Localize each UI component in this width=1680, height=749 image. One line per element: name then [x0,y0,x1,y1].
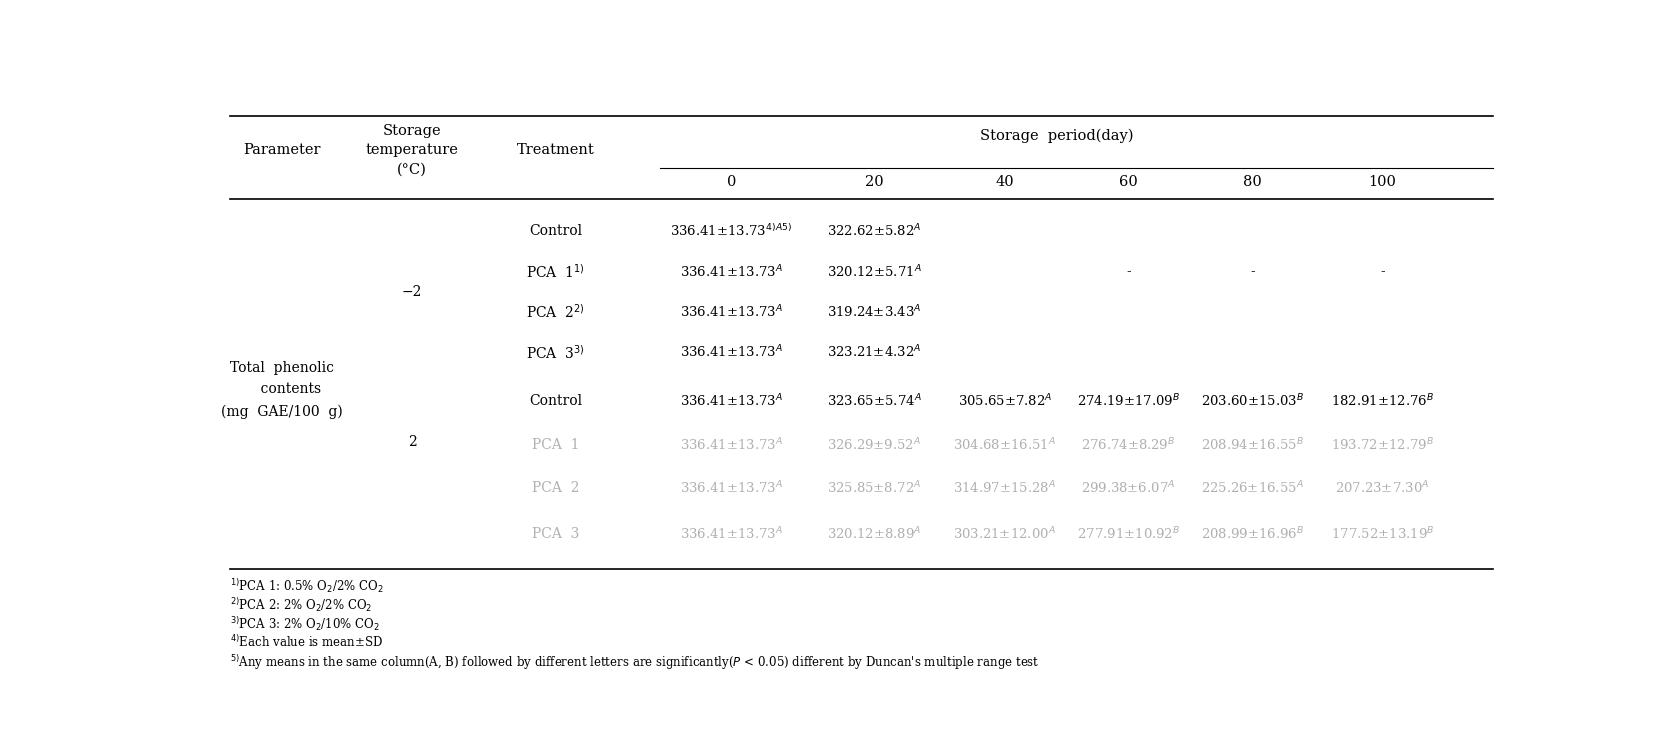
Text: −2: −2 [402,285,422,299]
Text: 314.97±15.28$^{A}$: 314.97±15.28$^{A}$ [953,479,1055,496]
Text: Total  phenolic
    contents
(mg  GAE/100  g): Total phenolic contents (mg GAE/100 g) [220,361,343,419]
Text: -: - [1379,265,1384,278]
Text: 336.41±13.73$^{A}$: 336.41±13.73$^{A}$ [679,479,783,496]
Text: 225.26±16.55$^{A}$: 225.26±16.55$^{A}$ [1200,479,1304,496]
Text: 336.41±13.73$^{A}$: 336.41±13.73$^{A}$ [679,436,783,453]
Text: Control: Control [529,394,581,408]
Text: 100: 100 [1368,175,1396,189]
Text: -: - [1126,265,1131,278]
Text: 336.41±13.73$^{A}$: 336.41±13.73$^{A}$ [679,526,783,542]
Text: 323.65±5.74$^{A}$: 323.65±5.74$^{A}$ [827,393,921,410]
Text: PCA  1: PCA 1 [531,437,580,452]
Text: 177.52±13.19$^{B}$: 177.52±13.19$^{B}$ [1331,526,1433,542]
Text: 336.41±13.73$^{A}$: 336.41±13.73$^{A}$ [679,263,783,280]
Text: 40: 40 [995,175,1013,189]
Text: 80: 80 [1242,175,1262,189]
Text: 336.41±13.73$^{A}$: 336.41±13.73$^{A}$ [679,393,783,410]
Text: 319.24±3.43$^{A}$: 319.24±3.43$^{A}$ [827,303,921,321]
Text: 203.60±15.03$^{B}$: 203.60±15.03$^{B}$ [1200,393,1304,410]
Text: 304.68±16.51$^{A}$: 304.68±16.51$^{A}$ [953,436,1055,453]
Text: $^{3)}$PCA 3: 2% O$_2$/10% CO$_2$: $^{3)}$PCA 3: 2% O$_2$/10% CO$_2$ [230,615,380,634]
Text: 207.23±7.30$^{A}$: 207.23±7.30$^{A}$ [1334,479,1430,496]
Text: Treatment: Treatment [516,144,595,157]
Text: Storage  period(day): Storage period(day) [979,129,1132,143]
Text: 276.74±8.29$^{B}$: 276.74±8.29$^{B}$ [1080,436,1174,453]
Text: 303.21±12.00$^{A}$: 303.21±12.00$^{A}$ [953,526,1055,542]
Text: 320.12±5.71$^{A}$: 320.12±5.71$^{A}$ [827,263,921,280]
Text: 208.94±16.55$^{B}$: 208.94±16.55$^{B}$ [1200,436,1304,453]
Text: 274.19±17.09$^{B}$: 274.19±17.09$^{B}$ [1077,393,1179,410]
Text: 208.99±16.96$^{B}$: 208.99±16.96$^{B}$ [1200,526,1304,542]
Text: Parameter: Parameter [244,144,321,157]
Text: 193.72±12.79$^{B}$: 193.72±12.79$^{B}$ [1331,436,1433,453]
Text: Storage
temperature
(°C): Storage temperature (°C) [366,124,459,177]
Text: $^{5)}$Any means in the same column(A, B) followed by different letters are sign: $^{5)}$Any means in the same column(A, B… [230,653,1038,673]
Text: PCA  3$^{3)}$: PCA 3$^{3)}$ [526,343,585,361]
Text: 320.12±8.89$^{A}$: 320.12±8.89$^{A}$ [827,526,921,542]
Text: PCA  1$^{1)}$: PCA 1$^{1)}$ [526,263,585,280]
Text: 336.41±13.73$^{A}$: 336.41±13.73$^{A}$ [679,344,783,360]
Text: PCA  3: PCA 3 [531,527,578,541]
Text: 2: 2 [408,434,417,449]
Text: PCA  2$^{2)}$: PCA 2$^{2)}$ [526,303,585,321]
Text: -: - [1250,265,1253,278]
Text: 20: 20 [865,175,884,189]
Text: PCA  2: PCA 2 [531,481,578,495]
Text: $^{4)}$Each value is mean±SD: $^{4)}$Each value is mean±SD [230,634,383,650]
Text: 326.29±9.52$^{A}$: 326.29±9.52$^{A}$ [827,436,921,453]
Text: 336.41±13.73$^{A}$: 336.41±13.73$^{A}$ [679,303,783,321]
Text: Control: Control [529,224,581,238]
Text: 299.38±6.07$^{A}$: 299.38±6.07$^{A}$ [1080,479,1174,496]
Text: 323.21±4.32$^{A}$: 323.21±4.32$^{A}$ [827,344,921,360]
Text: 182.91±12.76$^{B}$: 182.91±12.76$^{B}$ [1331,393,1433,410]
Text: 336.41±13.73$^{4)A5)}$: 336.41±13.73$^{4)A5)}$ [670,223,791,239]
Text: $^{1)}$PCA 1: 0.5% O$_2$/2% CO$_2$: $^{1)}$PCA 1: 0.5% O$_2$/2% CO$_2$ [230,577,383,595]
Text: 60: 60 [1119,175,1137,189]
Text: 0: 0 [726,175,736,189]
Text: $^{2)}$PCA 2: 2% O$_2$/2% CO$_2$: $^{2)}$PCA 2: 2% O$_2$/2% CO$_2$ [230,596,371,614]
Text: 277.91±10.92$^{B}$: 277.91±10.92$^{B}$ [1077,526,1179,542]
Text: 322.62±5.82$^{A}$: 322.62±5.82$^{A}$ [827,223,921,240]
Text: 305.65±7.82$^{A}$: 305.65±7.82$^{A}$ [958,393,1052,410]
Text: 325.85±8.72$^{A}$: 325.85±8.72$^{A}$ [827,479,921,496]
